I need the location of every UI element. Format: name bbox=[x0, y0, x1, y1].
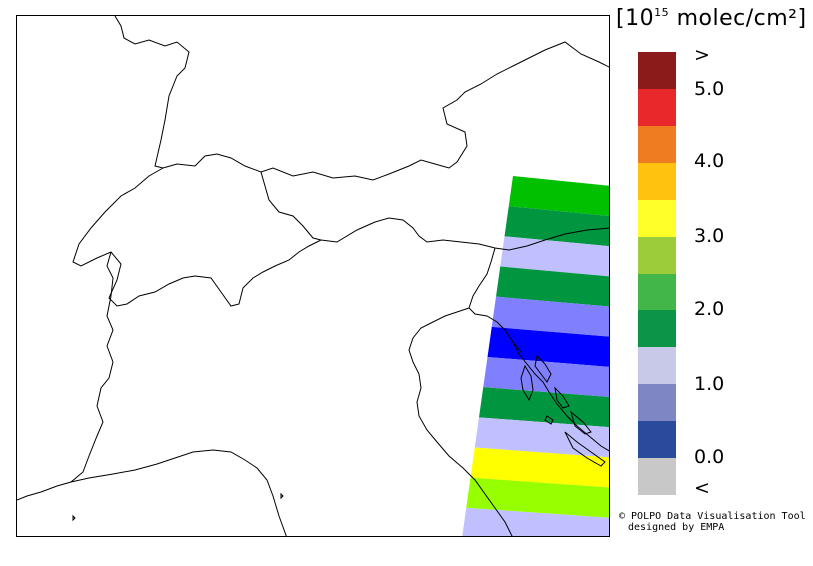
legend-swatch bbox=[638, 347, 676, 385]
legend-label: 0.0 bbox=[694, 446, 725, 468]
legend-swatch bbox=[638, 384, 676, 422]
legend-swatch bbox=[638, 273, 676, 311]
country-borders bbox=[17, 16, 609, 536]
swath-stripe bbox=[474, 417, 609, 458]
credit-text: © POLPO Data Visualisation Tool designed… bbox=[619, 511, 806, 533]
legend-swatch bbox=[638, 421, 676, 459]
legend-swatch bbox=[638, 236, 676, 274]
coastline-liguria bbox=[70, 449, 287, 536]
map-canvas[interactable] bbox=[17, 16, 610, 537]
border-line-north bbox=[114, 16, 190, 169]
swath-stripe bbox=[466, 477, 609, 518]
island-pag bbox=[570, 410, 592, 435]
swath-stripe bbox=[491, 296, 609, 337]
border-line-austria bbox=[260, 171, 609, 251]
island-tuscan bbox=[72, 514, 76, 522]
map-frame[interactable] bbox=[16, 15, 610, 537]
legend-swatch bbox=[638, 52, 676, 89]
legend-label: > bbox=[694, 44, 710, 66]
legend-swatch bbox=[638, 162, 676, 200]
legend-label: 3.0 bbox=[694, 225, 725, 247]
satellite-swath bbox=[462, 176, 609, 536]
swath-stripe bbox=[462, 507, 609, 536]
swath-stripe bbox=[508, 176, 609, 216]
island-krk bbox=[534, 354, 552, 383]
swath-stripe bbox=[496, 266, 609, 307]
swath-stripe bbox=[483, 357, 609, 398]
color-legend bbox=[638, 52, 676, 496]
legend-swatch bbox=[638, 458, 676, 496]
island-elba bbox=[280, 492, 284, 500]
swath-stripe bbox=[470, 447, 609, 488]
legend-swatch bbox=[638, 199, 676, 237]
island-rab bbox=[554, 386, 570, 409]
swath-stripe bbox=[487, 326, 609, 367]
legend-label: < bbox=[694, 477, 710, 499]
island-dugi bbox=[564, 431, 606, 467]
border-line-slovenia bbox=[468, 247, 522, 353]
island-small bbox=[544, 415, 554, 425]
legend-label: 5.0 bbox=[694, 78, 725, 100]
coastline-croatia bbox=[512, 341, 609, 452]
border-line-germany bbox=[162, 41, 609, 181]
legend-label: 1.0 bbox=[694, 373, 725, 395]
legend-swatch bbox=[638, 88, 676, 126]
unit-label: [1015 molec/cm²] bbox=[616, 6, 807, 31]
border-line-france-italy bbox=[17, 251, 114, 501]
swath-stripe bbox=[504, 206, 609, 247]
credit-line-1: © POLPO Data Visualisation Tool bbox=[619, 511, 806, 522]
border-line-switzerland bbox=[72, 167, 322, 307]
credit-line-2: designed by EMPA bbox=[628, 522, 725, 533]
legend-label: 2.0 bbox=[694, 298, 725, 320]
legend-swatch bbox=[638, 310, 676, 348]
legend-label: 4.0 bbox=[694, 150, 725, 172]
island-cres bbox=[520, 364, 534, 402]
legend-swatch bbox=[638, 125, 676, 163]
coastline-adriatic bbox=[408, 307, 513, 536]
